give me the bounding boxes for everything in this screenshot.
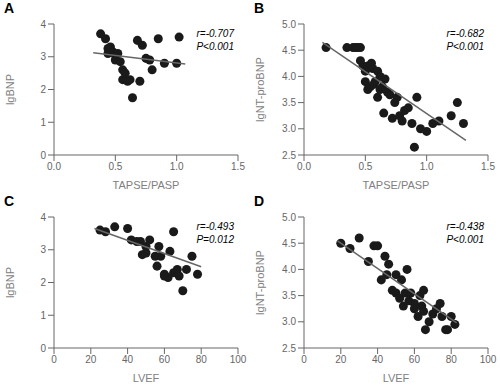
svg-text:60: 60 (409, 354, 421, 365)
svg-text:60: 60 (159, 354, 171, 365)
html-text:r=-0.438: r=-0.438 (446, 221, 484, 232)
svg-text:lgBNP: lgBNP (8, 74, 16, 105)
svg-text:LVEF: LVEF (133, 372, 160, 384)
svg-text:100: 100 (230, 354, 247, 365)
html-text:A: A (4, 0, 15, 16)
html-text:r=-0.493: r=-0.493 (196, 221, 234, 232)
svg-text:40: 40 (122, 354, 134, 365)
svg-text:0: 0 (40, 150, 46, 161)
html-text:D: D (254, 193, 265, 209)
svg-text:0: 0 (301, 354, 307, 365)
svg-text:3: 3 (40, 244, 46, 255)
svg-text:3.5: 3.5 (282, 97, 296, 108)
svg-text:3: 3 (40, 51, 46, 62)
svg-text:lgNT-proBNP: lgNT-proBNP (254, 57, 266, 122)
svg-text:0: 0 (40, 343, 46, 354)
svg-text:2.5: 2.5 (282, 343, 296, 354)
svg-text:TAPSE/PASP: TAPSE/PASP (113, 179, 180, 191)
svg-text:2: 2 (40, 84, 46, 95)
svg-text:3.5: 3.5 (282, 290, 296, 301)
svg-text:0.0: 0.0 (47, 161, 61, 172)
html-text:P=0.012: P=0.012 (196, 234, 234, 245)
svg-text:4: 4 (40, 19, 46, 30)
svg-text:1.5: 1.5 (481, 161, 492, 172)
html-text:r=-0.707: r=-0.707 (196, 28, 234, 39)
svg-text:1.5: 1.5 (231, 161, 245, 172)
svg-text:0: 0 (51, 354, 57, 365)
svg-text:20: 20 (335, 354, 347, 365)
svg-text:20: 20 (85, 354, 97, 365)
svg-text:LVEF: LVEF (383, 372, 410, 384)
svg-text:0.5: 0.5 (108, 161, 122, 172)
svg-text:4.0: 4.0 (282, 71, 296, 82)
html-text:P<0.001: P<0.001 (446, 234, 484, 245)
svg-text:lgNT-proBNP: lgNT-proBNP (254, 250, 266, 315)
svg-text:1: 1 (40, 117, 46, 128)
svg-text:4.5: 4.5 (282, 238, 296, 249)
html-text:P<0.001: P<0.001 (446, 41, 484, 52)
svg-text:4.0: 4.0 (282, 264, 296, 275)
svg-text:4: 4 (40, 212, 46, 223)
svg-text:100: 100 (480, 354, 492, 365)
html-text:C: C (4, 193, 15, 209)
svg-text:1.0: 1.0 (170, 161, 184, 172)
html-text:r=-0.682: r=-0.682 (446, 28, 484, 39)
svg-text:40: 40 (372, 354, 384, 365)
svg-text:0.0: 0.0 (297, 161, 311, 172)
svg-text:lgBNP: lgBNP (8, 267, 16, 298)
svg-text:80: 80 (196, 354, 208, 365)
html-text:B: B (254, 0, 265, 16)
svg-text:2.5: 2.5 (282, 150, 296, 161)
svg-text:2: 2 (40, 277, 46, 288)
svg-text:5.0: 5.0 (282, 19, 296, 30)
svg-text:0.5: 0.5 (358, 161, 372, 172)
svg-text:4.5: 4.5 (282, 45, 296, 56)
svg-text:3.0: 3.0 (282, 123, 296, 134)
svg-text:1: 1 (40, 310, 46, 321)
svg-text:1.0: 1.0 (420, 161, 434, 172)
svg-text:3.0: 3.0 (282, 316, 296, 327)
html-text:P<0.001: P<0.001 (196, 41, 234, 52)
svg-text:5.0: 5.0 (282, 212, 296, 223)
svg-text:TAPSE/PASP: TAPSE/PASP (363, 179, 430, 191)
svg-text:80: 80 (446, 354, 458, 365)
